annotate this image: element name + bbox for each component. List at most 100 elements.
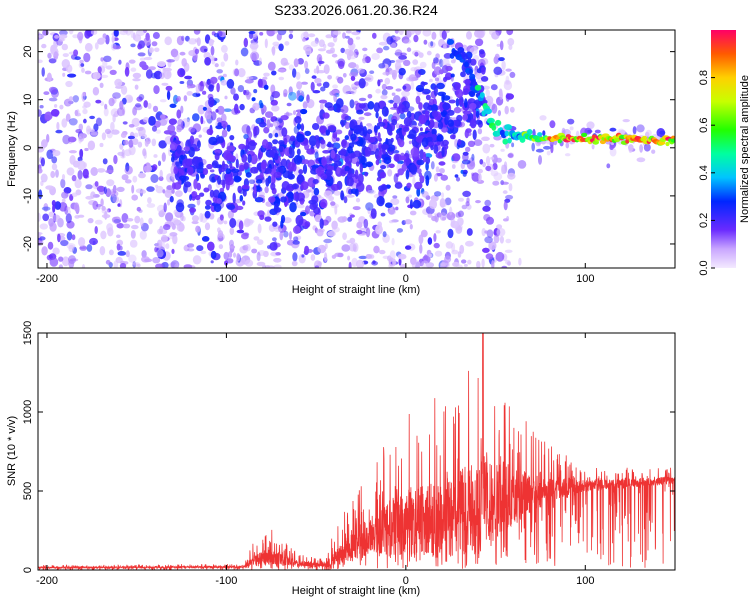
heatmap-cell [55,169,59,178]
heatmap-cell [473,139,483,147]
heatmap-cell [60,239,69,247]
heatmap-cell [353,125,361,133]
heatmap-cell [453,106,462,114]
heatmap-cell [443,44,447,49]
heatmap-cell [186,91,193,96]
heatmap-cell [517,160,527,169]
heatmap-cell [74,179,82,189]
heatmap-cell [454,174,459,178]
heatmap-cell [135,126,144,131]
heatmap-cell [39,105,44,109]
heatmap-cell [72,34,79,39]
heatmap-cell [378,149,382,160]
heatmap-cell [280,158,288,168]
heatmap-cell [138,94,145,101]
heatmap-cell [92,86,100,96]
heatmap-cell [485,253,494,260]
heatmap-cell [65,113,71,122]
heatmap-cell [419,243,423,254]
heatmap-cell [466,197,470,204]
heatmap-cell [498,57,505,62]
heatmap-cell [586,121,595,130]
heatmap-cell [334,205,338,215]
heatmap-cell [155,184,159,188]
heatmap-cell [391,69,397,80]
heatmap-cell [628,144,634,152]
heatmap-cell [323,190,333,198]
heatmap-cell [268,133,273,139]
heatmap-cell [481,99,488,105]
heatmap-cell [61,256,70,267]
heatmap-cell [332,34,338,43]
heatmap-cell [331,53,338,58]
heatmap-cell [345,194,355,198]
heatmap-cell [124,94,134,104]
heatmap-cell [105,259,111,265]
heatmap-cell [87,218,94,224]
heatmap-cell [236,253,241,262]
heatmap-cell [38,59,43,64]
heatmap-cell [606,163,611,169]
heatmap-cell [505,259,511,265]
heatmap-cell [463,263,468,267]
heatmap-cell [214,63,219,68]
heatmap-cell [134,215,141,224]
heatmap-cell [385,86,394,90]
heatmap-cell [119,143,124,150]
heatmap-cell [435,166,440,173]
heatmap-cell [121,174,129,181]
heatmap-cell [108,97,115,107]
colorbar-tick-label: 0.2 [698,213,710,228]
heatmap-cell [429,199,437,210]
heatmap-cell [229,227,235,236]
heatmap-cell [128,254,137,263]
heatmap-cell [148,116,156,126]
heatmap-cell [465,240,474,247]
heatmap-cell [266,265,275,268]
heatmap-cell [365,74,374,83]
heatmap-cell [289,30,294,34]
heatmap-cell [199,192,205,197]
heatmap-cell [333,190,341,196]
heatmap-cell [131,194,138,201]
heatmap-cell [166,185,173,191]
heatmap-cell [77,170,83,180]
heatmap-cell [312,90,321,94]
heatmap-cell [119,100,124,110]
heatmap-cell [123,149,132,157]
heatmap-cell [389,60,396,63]
heatmap-cell [549,120,556,129]
heatmap-cell [421,137,429,148]
heatmap-cell [176,223,185,232]
heatmap-cell [641,135,648,141]
heatmap-cell [99,142,104,148]
heatmap-cell [263,84,269,90]
heatmap-cell [500,148,505,152]
heatmap-cell [100,101,105,106]
heatmap-cell [68,150,77,154]
x-tick-label: 100 [576,273,594,285]
heatmap-cell [538,155,542,165]
heatmap-cell [77,31,84,41]
heatmap-cell [379,171,387,179]
heatmap-cell [421,191,429,198]
heatmap-cell [237,68,246,78]
heatmap-cell [418,69,426,75]
heatmap-cell [78,133,85,142]
heatmap-cell [195,225,201,233]
heatmap-cell [347,216,353,222]
colorbar-gradient [711,30,736,268]
heatmap-cell [89,115,95,120]
heatmap-cell [59,34,68,39]
heatmap-cell [373,245,380,254]
heatmap-cell [112,113,116,123]
heatmap-cell [87,140,96,151]
heatmap-cell [119,30,128,36]
heatmap-cell [450,59,456,64]
heatmap-cell [360,156,367,166]
heatmap-cell [359,163,363,174]
heatmap-cell [300,211,307,217]
heatmap-cell [639,144,643,153]
heatmap-cell [73,202,80,212]
heatmap-cell [464,61,469,68]
